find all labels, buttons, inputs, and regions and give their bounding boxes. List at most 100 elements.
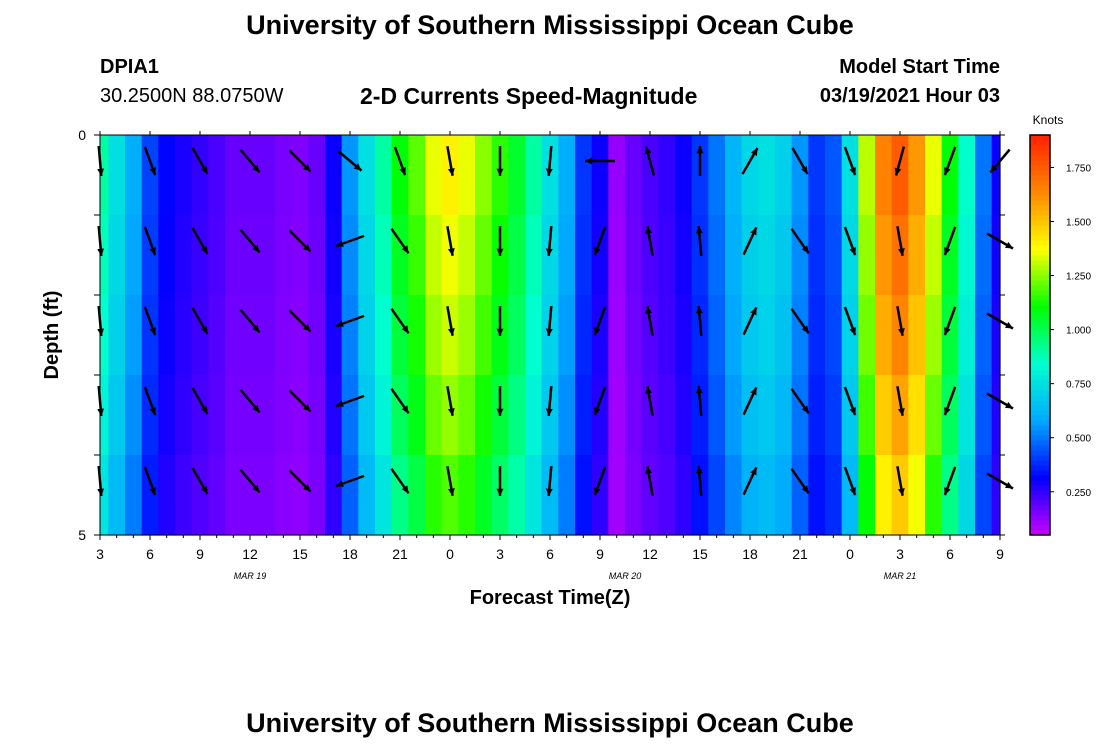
heatmap-cell bbox=[941, 375, 959, 456]
current-vector-head bbox=[200, 406, 208, 414]
colorbar-frame bbox=[1029, 134, 1051, 536]
current-vector-head bbox=[335, 320, 344, 327]
heatmap-cell bbox=[958, 375, 976, 456]
current-vector-head bbox=[695, 466, 703, 474]
heatmap-cell bbox=[441, 295, 459, 376]
colorbar-segment bbox=[1030, 155, 1050, 161]
heatmap-cell bbox=[508, 295, 526, 376]
heatmap-cell bbox=[891, 375, 909, 456]
heatmap-cell bbox=[591, 215, 609, 296]
heatmap-cell bbox=[241, 455, 259, 536]
heatmap-cell bbox=[641, 375, 659, 456]
heatmap-cell bbox=[975, 455, 993, 536]
heatmap-cell bbox=[758, 375, 776, 456]
colorbar-segment bbox=[1030, 185, 1050, 191]
heatmap-cell bbox=[275, 455, 293, 536]
colorbar-segment bbox=[1030, 435, 1050, 441]
heatmap-cell bbox=[308, 135, 326, 216]
colorbar-segment bbox=[1030, 465, 1050, 471]
current-vector-head bbox=[849, 407, 856, 416]
heatmap-cell bbox=[708, 215, 726, 296]
heatmap-cell bbox=[575, 375, 593, 456]
heatmap-cell bbox=[908, 135, 926, 216]
colorbar-segment bbox=[1030, 230, 1050, 236]
current-vector-head bbox=[944, 327, 951, 336]
heatmap-cell bbox=[658, 375, 676, 456]
current-vector-head bbox=[801, 325, 809, 334]
colorbar-segment bbox=[1030, 495, 1050, 501]
current-vector-head bbox=[801, 245, 809, 254]
heatmap-cell bbox=[258, 295, 276, 376]
current-vector-head bbox=[401, 485, 409, 494]
heatmap-cell bbox=[808, 455, 826, 536]
heatmap-cell bbox=[458, 135, 476, 216]
current-vector-head bbox=[149, 167, 156, 176]
heatmap-cell bbox=[291, 215, 309, 296]
x-axis-tick-label: 18 bbox=[342, 546, 358, 562]
colorbar-segment bbox=[1030, 235, 1050, 241]
heatmap-cell bbox=[241, 375, 259, 456]
colorbar-segment bbox=[1030, 380, 1050, 386]
current-vector-head bbox=[545, 408, 553, 416]
y-axis-tick-label: 0 bbox=[78, 127, 86, 143]
heatmap-cell bbox=[591, 295, 609, 376]
heatmap-cell bbox=[908, 215, 926, 296]
heatmap-cell bbox=[441, 455, 459, 536]
heatmap-cell bbox=[958, 455, 976, 536]
heatmap-cell bbox=[275, 295, 293, 376]
heatmap-cell bbox=[558, 215, 576, 296]
colorbar-segment bbox=[1030, 335, 1050, 341]
heatmap-cell bbox=[991, 215, 1001, 296]
heatmap-cell bbox=[608, 135, 626, 216]
heatmap-cell bbox=[358, 135, 376, 216]
heatmap-cell bbox=[775, 135, 793, 216]
heatmap-cell bbox=[675, 135, 693, 216]
current-vector-layer bbox=[97, 145, 1014, 497]
heatmap-cell bbox=[358, 375, 376, 456]
colorbar-tick-label: 0.250 bbox=[1066, 488, 1091, 499]
heatmap-cell bbox=[141, 375, 159, 456]
current-vector-head bbox=[545, 328, 553, 336]
heatmap-cell bbox=[875, 135, 893, 216]
colorbar-segment bbox=[1030, 190, 1050, 196]
current-vector-head bbox=[696, 146, 704, 154]
heatmap-cell bbox=[708, 375, 726, 456]
current-vector-head bbox=[200, 326, 208, 334]
colorbar-segment bbox=[1030, 320, 1050, 326]
heatmap-cell bbox=[191, 295, 209, 376]
heatmap-cell bbox=[208, 135, 226, 216]
heatmap-cell bbox=[675, 295, 693, 376]
heatmap-cell bbox=[575, 455, 593, 536]
colorbar-segment bbox=[1030, 530, 1050, 536]
heatmap-cell bbox=[558, 375, 576, 456]
heatmap-cell bbox=[475, 295, 493, 376]
colorbar-segment bbox=[1030, 400, 1050, 406]
current-vector-head bbox=[252, 164, 260, 173]
colorbar-segment bbox=[1030, 515, 1050, 521]
current-vector-head bbox=[447, 168, 455, 176]
colorbar-segment bbox=[1030, 325, 1050, 331]
heatmap-cell bbox=[425, 215, 443, 296]
heatmap-cell bbox=[925, 135, 943, 216]
model-start-value: 03/19/2021 Hour 03 bbox=[819, 85, 1000, 107]
current-vector-head bbox=[594, 407, 601, 416]
heatmap-cell bbox=[625, 135, 643, 216]
heatmap-cell bbox=[275, 215, 293, 296]
current-vector-head bbox=[644, 146, 652, 155]
current-vector-head bbox=[252, 244, 260, 253]
heatmap-cell bbox=[625, 455, 643, 536]
heatmap-cell bbox=[725, 455, 743, 536]
heatmap-cell bbox=[875, 455, 893, 536]
current-vector-head bbox=[944, 247, 951, 256]
heatmap-cell bbox=[475, 375, 493, 456]
heatmap-cell bbox=[475, 215, 493, 296]
colorbar-segment bbox=[1030, 315, 1050, 321]
heatmap-cell bbox=[191, 135, 209, 216]
page-title: University of Southern Mississippi Ocean… bbox=[246, 10, 854, 40]
heatmap-cell bbox=[508, 455, 526, 536]
colorbar-tick-label: 0.750 bbox=[1066, 380, 1091, 391]
colorbar-segment bbox=[1030, 240, 1050, 246]
current-vector-head bbox=[897, 328, 905, 336]
heatmap-cell bbox=[775, 455, 793, 536]
colorbar-segment bbox=[1030, 405, 1050, 411]
